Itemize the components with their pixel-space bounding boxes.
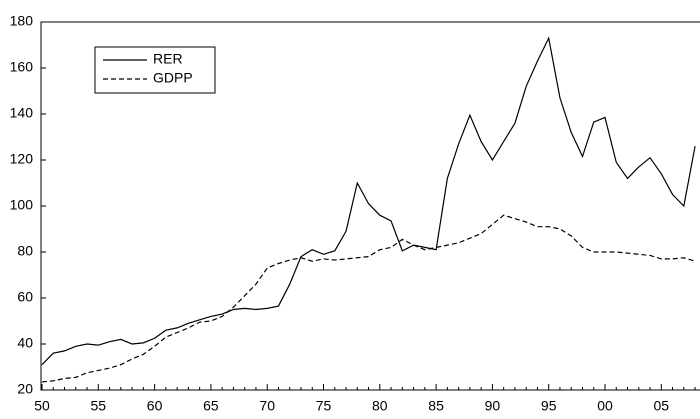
y-tick-label: 180 [10,13,34,29]
x-tick-label: 55 [91,398,107,414]
legend-label: GDPP [153,70,193,86]
x-tick-label: 80 [372,398,388,414]
y-tick-label: 140 [10,105,34,121]
x-tick-label: 95 [541,398,557,414]
x-tick-label: 65 [203,398,219,414]
x-tick-label: 60 [147,398,163,414]
x-tick-label: 75 [316,398,332,414]
y-tick-label: 40 [17,335,33,351]
y-tick-label: 80 [17,243,33,259]
x-tick-label: 05 [654,398,670,414]
y-tick-label: 100 [10,197,34,213]
series-line [41,36,696,366]
x-tick-label: 85 [428,398,444,414]
legend-label: RER [153,51,183,67]
y-tick-label: 120 [10,151,34,167]
legend-box [94,46,216,94]
x-tick-label: 70 [259,398,275,414]
series-line [41,214,696,383]
x-tick-label: 50 [34,398,50,414]
y-tick-label: 60 [17,289,33,305]
y-tick-label: 160 [10,59,34,75]
x-tick-label: 90 [485,398,501,414]
y-tick-label: 20 [17,381,33,397]
x-tick-label: 00 [597,398,613,414]
